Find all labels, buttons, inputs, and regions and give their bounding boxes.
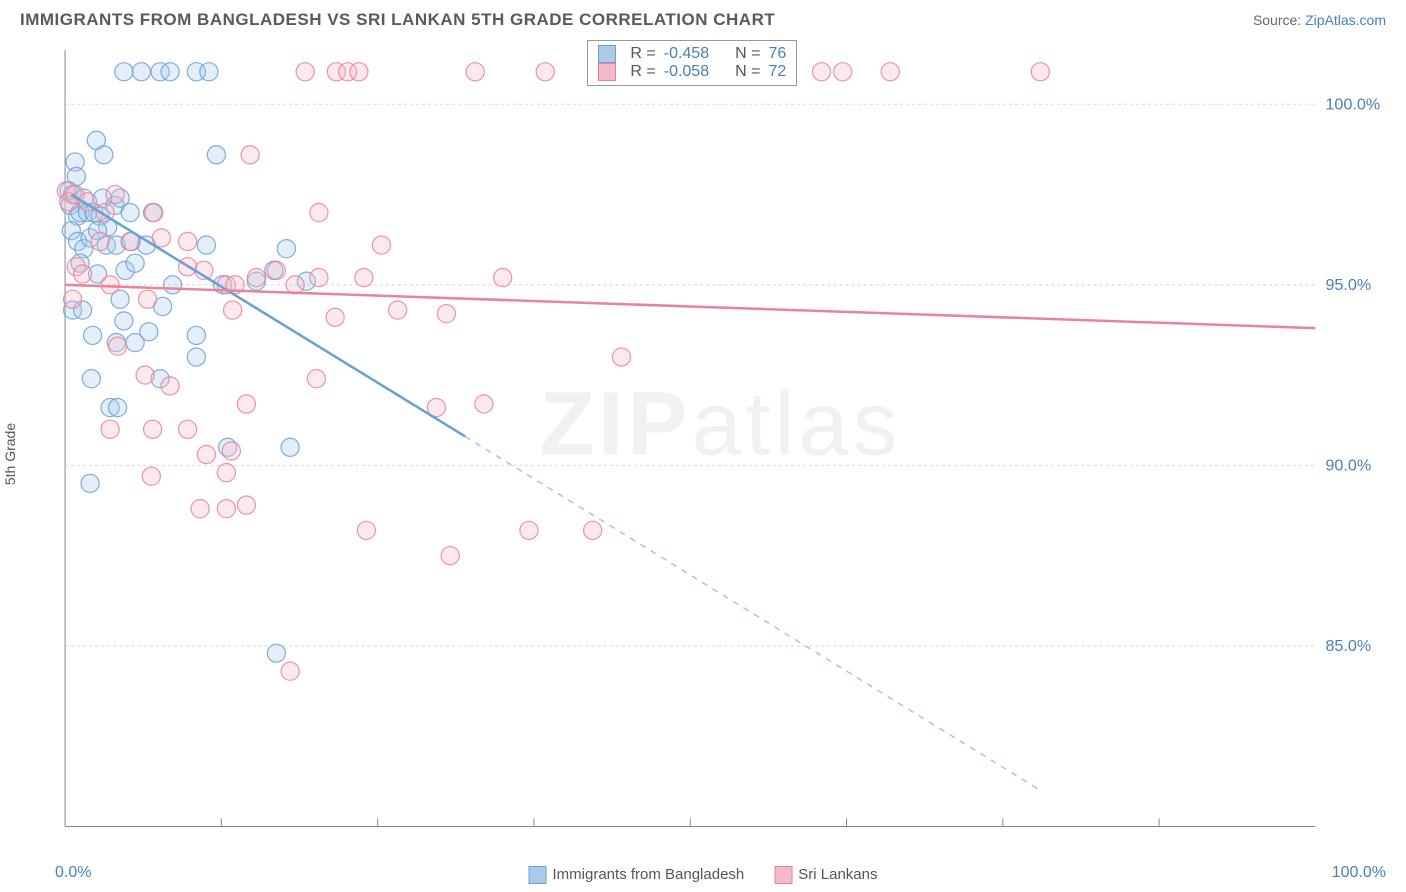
legend-item: Immigrants from Bangladesh — [529, 866, 745, 884]
y-axis-label: 5th Grade — [2, 423, 18, 485]
legend-row: R = -0.458 N = 76 — [598, 45, 786, 63]
svg-text:95.0%: 95.0% — [1325, 276, 1371, 294]
x-tick-min: 0.0% — [55, 864, 91, 882]
chart-area: 85.0%90.0%95.0%100.0% ZIPatlas R = -0.45… — [55, 40, 1386, 842]
r-value: -0.458 — [664, 45, 709, 63]
source-link[interactable]: ZipAtlas.com — [1305, 12, 1386, 28]
legend-swatch — [774, 866, 792, 884]
chart-title: IMMIGRANTS FROM BANGLADESH VS SRI LANKAN… — [20, 10, 775, 30]
r-value: -0.058 — [664, 63, 709, 81]
svg-text:85.0%: 85.0% — [1325, 637, 1371, 655]
source-attribution: Source: ZipAtlas.com — [1253, 12, 1386, 28]
legend-swatch — [598, 45, 616, 63]
svg-text:100.0%: 100.0% — [1325, 95, 1380, 113]
n-label: N = — [735, 45, 760, 63]
r-label: R = — [630, 63, 655, 81]
r-label: R = — [630, 45, 655, 63]
svg-text:90.0%: 90.0% — [1325, 456, 1371, 474]
legend-swatch — [529, 866, 547, 884]
legend-swatch — [598, 63, 616, 81]
scatter-plot: 85.0% 90.0% 95.0% 100.0% — [55, 40, 1386, 847]
n-value: 72 — [768, 63, 786, 81]
correlation-legend: R = -0.458 N = 76 R = -0.058 N = 72 — [587, 40, 797, 86]
source-label: Source: — [1253, 12, 1305, 28]
legend-label: Immigrants from Bangladesh — [553, 866, 745, 883]
legend-label: Sri Lankans — [798, 866, 877, 883]
n-value: 76 — [768, 45, 786, 63]
x-tick-max: 100.0% — [1332, 864, 1386, 882]
legend-row: R = -0.058 N = 72 — [598, 63, 786, 81]
legend-item: Sri Lankans — [774, 866, 877, 884]
n-label: N = — [735, 63, 760, 81]
series-legend: Immigrants from Bangladesh Sri Lankans — [529, 866, 878, 884]
